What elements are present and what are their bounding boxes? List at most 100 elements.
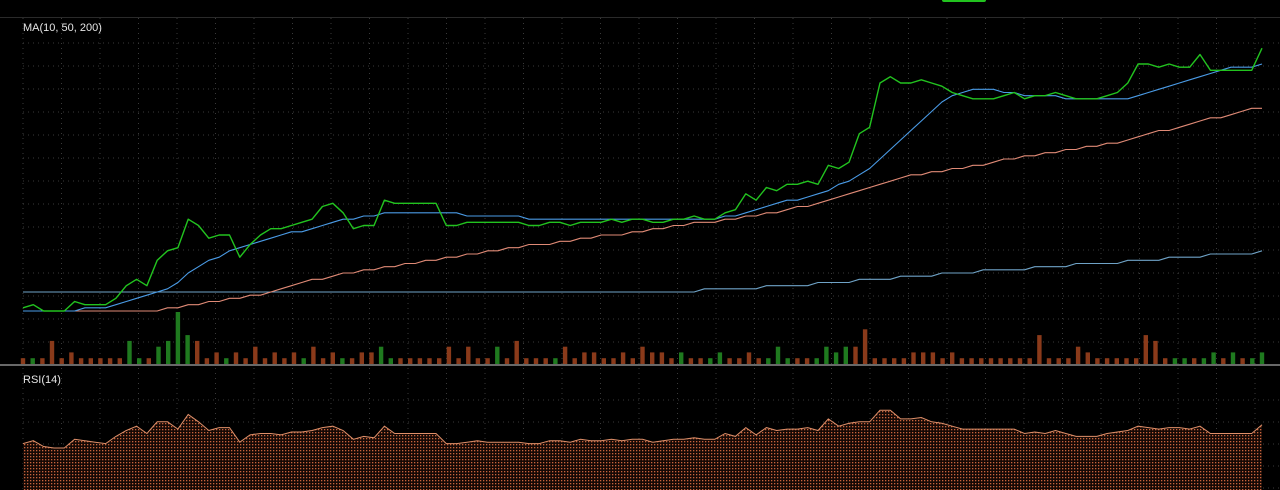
volume-bar (688, 358, 694, 364)
volume-bar (204, 358, 210, 364)
volume-bar (901, 358, 907, 364)
volume-bar (127, 340, 132, 364)
volume-bar (224, 358, 229, 364)
volume-bar (950, 352, 955, 364)
volume-bar (853, 346, 858, 364)
volume-bar (872, 358, 877, 364)
volume-bar (959, 358, 965, 364)
volume-bar (1008, 358, 1013, 364)
volume-bar (59, 358, 64, 364)
volume-bar (591, 352, 597, 364)
volume-bar (620, 352, 626, 364)
volume-bar (969, 358, 974, 364)
ma10-line (23, 63, 1263, 312)
volume-bar (582, 352, 587, 364)
volume-bar (514, 340, 519, 364)
price-line (22, 47, 1263, 312)
volume-bar (833, 352, 839, 364)
volume-bar (69, 352, 74, 364)
volume-bar (40, 358, 45, 364)
volume-bar (930, 352, 936, 364)
volume-bar (456, 358, 461, 364)
volume-bar (1085, 352, 1090, 364)
volume-bar (1056, 358, 1061, 364)
volume-bar (272, 352, 277, 364)
volume-bar (504, 358, 510, 364)
volume-bar (804, 358, 810, 364)
volume-bar (746, 352, 752, 364)
volume-bar (572, 358, 577, 364)
volume-bar (1163, 358, 1168, 364)
volume-bar (1095, 358, 1100, 364)
volume-bar (243, 358, 248, 364)
volume-bar (417, 358, 423, 364)
volume-bar (427, 358, 432, 364)
volume-bar (262, 358, 268, 364)
ma-panel-title: MA(10, 50, 200) (23, 22, 102, 34)
volume-bar (814, 358, 819, 364)
volume-bar (1240, 358, 1245, 364)
volume-bar (1259, 352, 1265, 364)
volume-bar (562, 346, 568, 364)
volume-bar (291, 352, 297, 364)
volume-bar (1075, 346, 1081, 364)
volume-bar (388, 358, 393, 364)
volume-bar (88, 358, 93, 364)
volume-bar (349, 358, 355, 364)
volume-bar (940, 358, 945, 364)
volume-bar (282, 358, 287, 364)
volume-bar (1182, 358, 1187, 364)
grid (22, 18, 1280, 490)
volume-bar (1037, 335, 1042, 364)
volume-bar (737, 358, 742, 364)
rsi-area (23, 410, 1262, 490)
ma200-line (23, 250, 1263, 293)
volume-bar (475, 358, 481, 364)
volume-bar (543, 358, 548, 364)
volume-bar (669, 358, 674, 364)
volume-bar (1172, 358, 1178, 364)
volume-bar (679, 352, 684, 364)
volume-bar (214, 352, 219, 364)
volume-bar (78, 358, 84, 364)
volume-bar (1143, 335, 1148, 364)
volume-bar (1017, 358, 1023, 364)
volume-bar (708, 358, 713, 364)
volume-bar (117, 358, 122, 364)
volume-bar (630, 358, 635, 364)
volume-bar (466, 346, 471, 364)
volume-bar (30, 358, 35, 364)
volume-bar (1221, 358, 1226, 364)
volume-bar (717, 352, 723, 364)
volume-bar (175, 312, 181, 364)
volume-bar (233, 352, 239, 364)
volume-bar (408, 358, 413, 364)
volume-bar (20, 358, 26, 364)
volume-bar (650, 352, 655, 364)
volume-bar (795, 358, 800, 364)
volume-bar (1046, 358, 1052, 364)
volume-bar (137, 358, 142, 364)
volume-bar (979, 358, 984, 364)
rsi-panel-title: RSI(14) (23, 374, 61, 386)
volume-bar (611, 358, 616, 364)
volume-bar (601, 358, 606, 364)
volume-bar (775, 346, 781, 364)
volume-bar (727, 358, 732, 364)
volume-bar (1027, 358, 1032, 364)
volume-bar (301, 358, 306, 364)
volume-bar (369, 352, 374, 364)
volume-bar (98, 358, 103, 364)
volume-bar (195, 340, 200, 364)
volume-bar (166, 340, 171, 364)
volume-bar (49, 340, 55, 364)
ma50-line (23, 107, 1262, 312)
volume-bar (185, 335, 190, 364)
rsi-line (22, 409, 1263, 449)
volume-bar (1230, 352, 1236, 364)
volume-bar (756, 358, 761, 364)
volume-bar (107, 358, 113, 364)
volume-panel (20, 312, 1265, 364)
volume-bar (1104, 358, 1110, 364)
price-badge (942, 0, 986, 2)
